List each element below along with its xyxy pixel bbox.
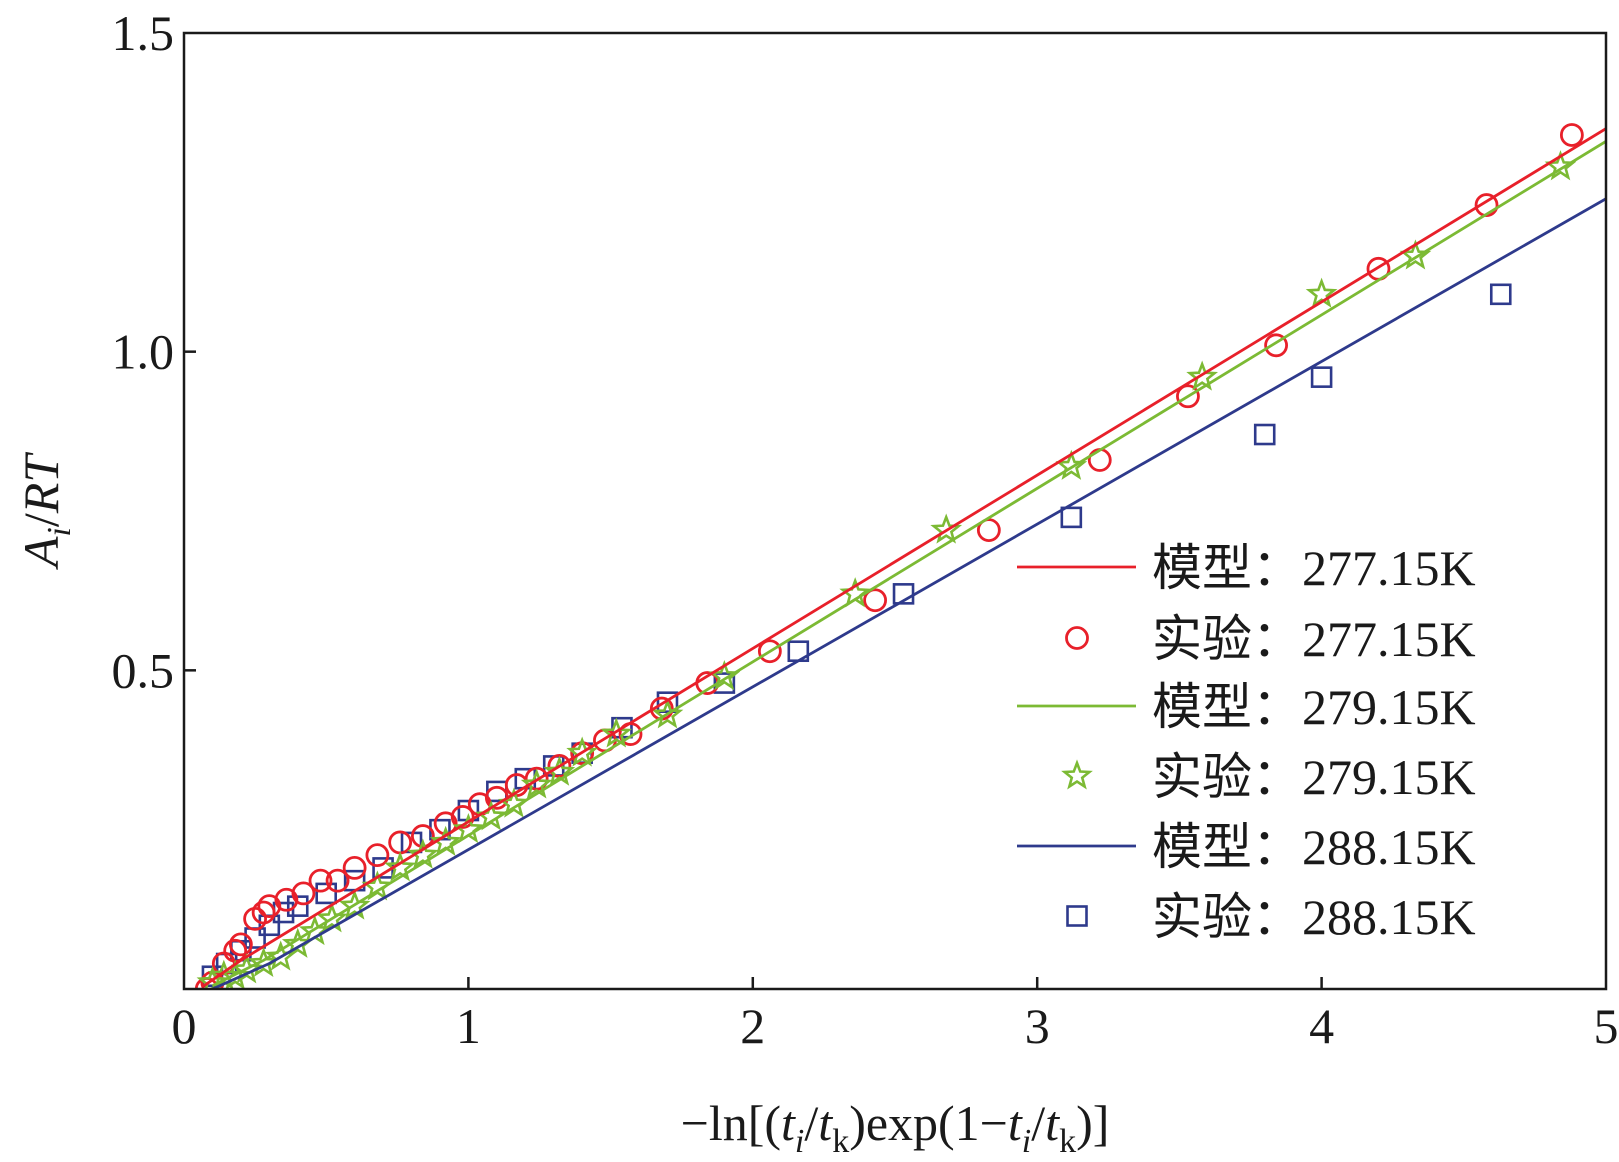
data-point-square: [1060, 506, 1083, 529]
axis-title-part: k: [832, 1123, 849, 1160]
data-point-star: [1186, 360, 1219, 391]
x-tick-label: 3: [1025, 998, 1050, 1054]
x-tick-label: 4: [1309, 998, 1334, 1054]
data-point-square: [1310, 366, 1333, 388]
legend-entry: 实验：277.15K: [1065, 611, 1476, 667]
legend-marker-circle: [1065, 626, 1089, 650]
data-point-star: [543, 755, 576, 786]
data-point-star: [1305, 277, 1338, 308]
model-line: [203, 127, 1606, 987]
data-point-square: [1253, 423, 1276, 446]
x-axis-title: −ln[(ti/tk)exp(1−ti/tk)]: [681, 1095, 1110, 1160]
data-point-star: [566, 736, 599, 767]
data-point-circle: [308, 868, 333, 893]
legend-entry: 实验：288.15K: [1066, 889, 1476, 945]
x-axis: 0 1 2 3 4 5: [172, 977, 1619, 1054]
plot-frame: [182, 31, 1608, 991]
axis-title-part: /: [13, 513, 69, 527]
data-point-star: [520, 768, 553, 799]
legend-label: 实验：288.15K: [1152, 889, 1476, 945]
axis-title-part: )]: [1076, 1095, 1109, 1151]
axis-title-part: t: [818, 1095, 833, 1151]
axis-title-part: t: [1045, 1095, 1060, 1151]
data-point-star: [338, 889, 371, 920]
data-point-star: [316, 902, 348, 933]
axis-title-part: t: [781, 1095, 796, 1151]
data-point-circle: [342, 856, 367, 880]
data-point-circle: [291, 881, 316, 906]
data-point-circle: [1176, 384, 1200, 409]
legend-label: 模型：288.15K: [1152, 819, 1476, 875]
x-tick-label: 0: [172, 998, 197, 1054]
legend-label: 模型：279.15K: [1152, 679, 1476, 735]
y-tick-label: 0.5: [112, 642, 175, 698]
legend-entry: 模型：288.15K: [1017, 819, 1476, 875]
axis-title-part: i: [795, 1123, 804, 1160]
axis-title-part: i: [1022, 1123, 1031, 1160]
legend-label: 实验：277.15K: [1152, 611, 1476, 667]
model-line: [211, 140, 1606, 988]
x-tick-label: 2: [740, 998, 765, 1054]
data-point-square: [713, 672, 736, 694]
axis-title-part: k: [1059, 1123, 1076, 1160]
data-point-circle: [325, 868, 350, 893]
data-point-square: [656, 691, 679, 714]
axis-title-part: )exp(1−: [849, 1095, 1008, 1151]
y-axis-title: Ai/RT: [13, 452, 78, 570]
data-point-circle: [1559, 123, 1584, 147]
axis-title-part: −ln[(: [681, 1095, 781, 1151]
axis-title-part: RT: [13, 452, 69, 515]
data-point-circle: [863, 588, 887, 613]
data-point-circle: [251, 900, 276, 925]
data-point-circle: [757, 639, 782, 664]
data-point-star: [247, 946, 280, 977]
data-point-star: [651, 698, 684, 729]
axis-title-part: A: [13, 536, 69, 570]
axis-title-part: /: [1031, 1095, 1045, 1151]
legend-label: 实验：279.15K: [1152, 749, 1476, 805]
data-point-circle: [1264, 333, 1288, 358]
data-point-square: [1489, 283, 1512, 306]
y-axis: 0.5 1.0 1.5: [112, 5, 196, 698]
legend-label: 模型：277.15K: [1152, 540, 1476, 596]
legend-marker-star: [1061, 759, 1093, 790]
x-tick-label: 5: [1594, 998, 1619, 1054]
data-point-circle: [450, 805, 475, 829]
y-tick-label: 1.5: [112, 5, 175, 61]
legend-marker-square: [1066, 905, 1088, 927]
model-line: [211, 197, 1606, 989]
axis-title-part: /: [804, 1095, 818, 1151]
data-point-circle: [228, 932, 253, 957]
data-point-circle: [410, 824, 435, 848]
data-point-circle: [976, 518, 1001, 543]
data-point-star: [600, 717, 633, 748]
data-point-circle: [365, 843, 390, 868]
legend: 模型：277.15K 实验：277.15K 模型：279.15K 实验：279.15K…: [1017, 540, 1476, 945]
x-tick-label: 1: [456, 998, 481, 1054]
series-layer: [194, 123, 1606, 989]
data-point-star: [384, 851, 417, 882]
data-point-star: [407, 838, 439, 869]
axis-title-part: t: [1008, 1095, 1023, 1151]
legend-entry: 实验：279.15K: [1061, 749, 1476, 805]
legend-entry: 模型：277.15K: [1017, 540, 1476, 596]
axis-title-part: i: [41, 527, 78, 536]
y-tick-label: 1.0: [112, 324, 175, 380]
legend-entry: 模型：279.15K: [1017, 679, 1476, 735]
